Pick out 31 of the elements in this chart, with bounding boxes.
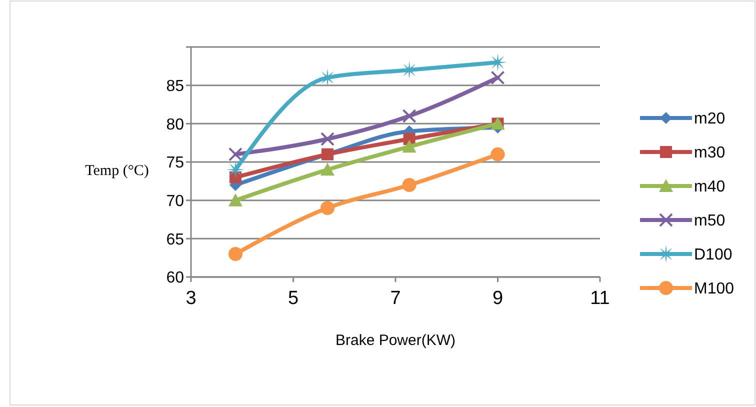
- x-axis-title: Brake Power(KW): [335, 332, 456, 349]
- legend-label: m40: [694, 178, 726, 196]
- point: [402, 109, 416, 123]
- y-tick-label: 60: [166, 270, 184, 287]
- y-tick-label: 85: [166, 78, 184, 95]
- y-tick-label: 80: [166, 116, 184, 134]
- point: [402, 178, 416, 192]
- point: [490, 147, 505, 162]
- x-tick-label: 9: [492, 288, 504, 309]
- y-tick-label: 70: [166, 192, 184, 210]
- point: [228, 193, 242, 206]
- y-axis-title: Temp (°C): [85, 162, 149, 179]
- legend-label: m30: [694, 144, 726, 162]
- legend-label: m50: [694, 212, 726, 230]
- legend-label: D100: [694, 246, 732, 264]
- point: [228, 147, 242, 162]
- x-tick-label: 7: [390, 288, 401, 309]
- x-tick-label: 5: [288, 288, 299, 309]
- y-tick-label: 65: [166, 231, 184, 248]
- point: [228, 247, 242, 261]
- point: [402, 140, 416, 153]
- point: [320, 162, 335, 176]
- legend-label: M100: [694, 280, 734, 298]
- x-tick-label: 11: [590, 288, 610, 309]
- point: [320, 132, 335, 146]
- point: [226, 160, 244, 179]
- legend-label: m20: [694, 110, 726, 128]
- point: [490, 70, 505, 85]
- point: [320, 201, 335, 215]
- x-tick-label: 3: [186, 288, 196, 309]
- y-tick-label: 75: [166, 154, 184, 172]
